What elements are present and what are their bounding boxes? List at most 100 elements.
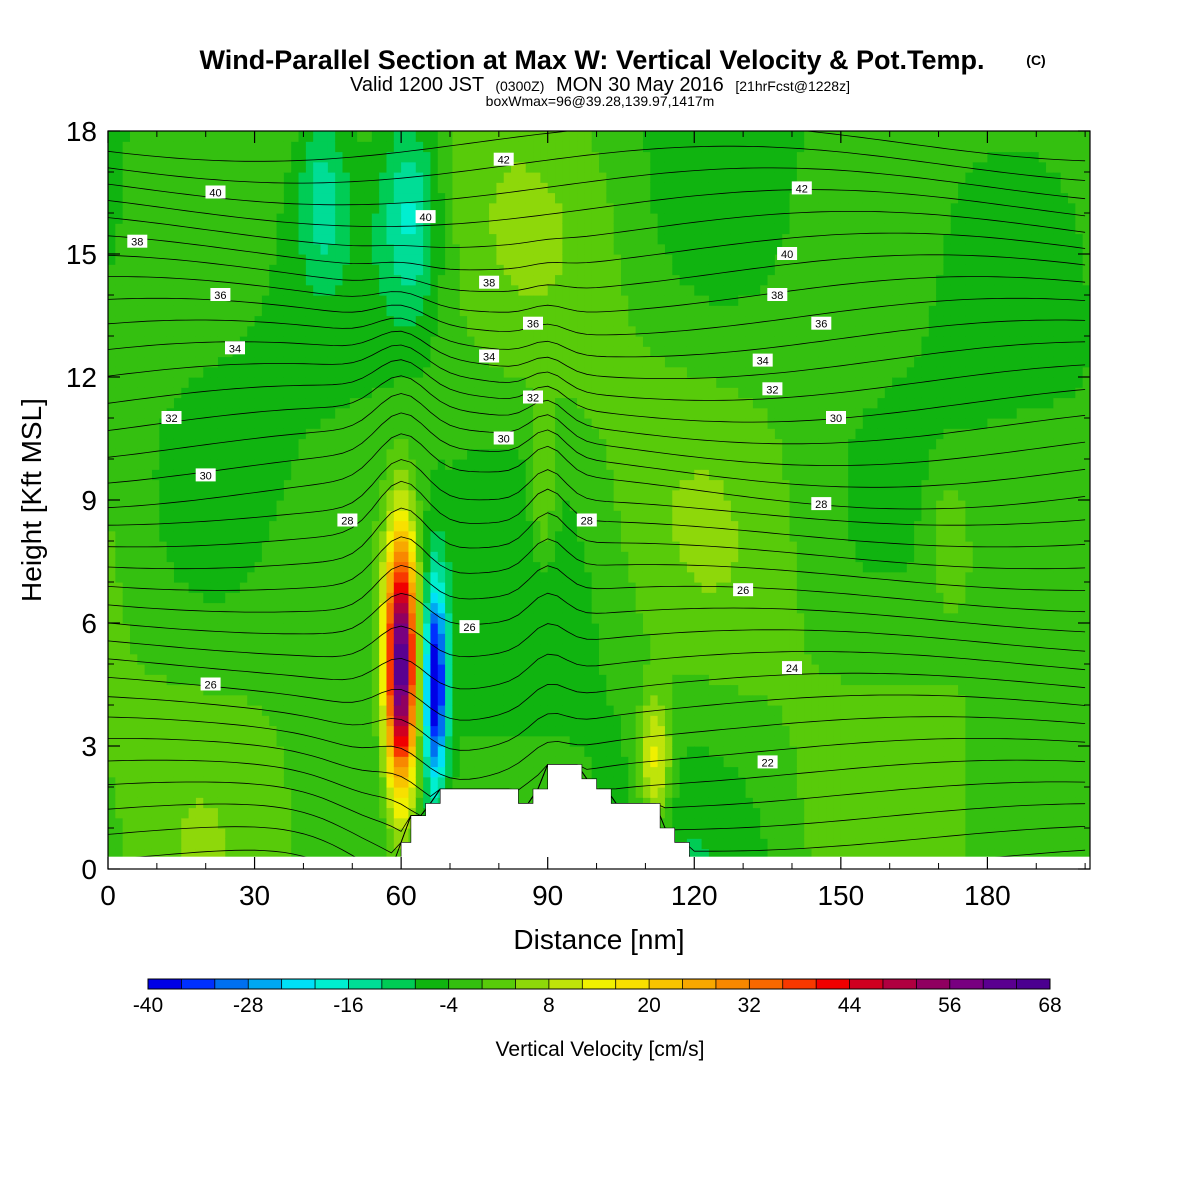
w-cell <box>562 551 571 563</box>
w-cell <box>195 602 204 614</box>
w-cell <box>276 510 285 522</box>
w-cell <box>108 161 116 173</box>
w-cell <box>357 643 366 655</box>
w-cell <box>195 213 204 224</box>
w-cell <box>342 315 351 327</box>
w-cell <box>569 469 578 481</box>
w-cell <box>203 787 212 798</box>
w-cell <box>577 305 585 317</box>
w-cell <box>386 295 395 306</box>
w-cell <box>166 725 175 737</box>
w-cell <box>225 551 234 563</box>
w-cell <box>423 233 432 245</box>
w-cell <box>276 438 285 450</box>
w-cell <box>562 223 571 235</box>
w-cell <box>562 254 571 265</box>
w-cell <box>503 192 512 204</box>
w-cell <box>540 264 549 276</box>
w-cell <box>408 141 417 153</box>
w-cell <box>239 131 248 142</box>
w-cell <box>313 633 322 645</box>
w-cell <box>503 612 512 624</box>
w-cell <box>496 623 505 634</box>
w-cell <box>459 366 468 378</box>
w-cell <box>555 274 563 286</box>
w-cell <box>415 336 424 347</box>
w-cell <box>591 325 600 337</box>
w-cell <box>320 438 329 450</box>
w-cell <box>401 264 410 276</box>
w-cell <box>379 305 388 317</box>
w-cell <box>327 561 336 573</box>
w-cell <box>173 274 182 286</box>
w-cell <box>364 705 373 716</box>
w-cell <box>159 500 168 511</box>
w-cell <box>393 643 402 655</box>
w-cell <box>137 295 146 306</box>
w-cell <box>342 807 351 819</box>
w-cell <box>305 807 314 819</box>
w-cell <box>335 346 344 358</box>
w-cell <box>232 377 241 388</box>
w-cell <box>584 407 593 419</box>
w-cell <box>247 664 256 675</box>
w-cell <box>188 479 197 491</box>
w-cell <box>144 254 153 265</box>
w-cell <box>115 479 124 491</box>
w-cell <box>159 828 168 839</box>
w-cell <box>371 459 380 470</box>
w-cell <box>467 387 476 399</box>
w-cell <box>151 746 160 757</box>
w-cell <box>452 213 461 224</box>
w-cell <box>239 223 248 235</box>
w-cell <box>496 397 505 409</box>
w-cell <box>108 366 116 378</box>
w-cell <box>584 705 593 716</box>
w-cell <box>159 438 168 450</box>
w-cell <box>232 571 241 583</box>
w-cell <box>489 469 497 481</box>
w-cell <box>342 602 351 614</box>
w-cell <box>467 284 476 296</box>
w-cell <box>364 602 373 614</box>
w-cell <box>481 325 490 337</box>
w-cell <box>540 653 549 665</box>
w-cell <box>555 479 563 491</box>
w-cell <box>144 428 153 440</box>
w-cell <box>555 305 563 317</box>
w-cell <box>481 694 490 706</box>
w-cell <box>503 746 512 757</box>
w-cell <box>371 582 380 593</box>
w-cell <box>305 387 314 399</box>
w-cell <box>533 418 541 429</box>
w-cell <box>276 213 285 224</box>
w-cell <box>452 223 461 235</box>
w-cell <box>342 582 351 593</box>
valid-date: MON 30 May 2016 <box>556 74 724 96</box>
w-cell <box>437 725 446 737</box>
w-cell <box>481 254 490 265</box>
w-cell <box>181 746 190 757</box>
w-cell <box>525 438 534 450</box>
w-cell <box>166 356 175 368</box>
w-cell <box>496 131 505 142</box>
w-cell <box>122 182 131 194</box>
w-cell <box>584 202 593 214</box>
w-cell <box>415 438 424 450</box>
w-cell <box>349 541 358 552</box>
w-cell <box>247 131 256 142</box>
w-cell <box>195 428 204 440</box>
w-cell <box>159 223 168 235</box>
w-cell <box>511 735 519 747</box>
w-cell <box>364 756 373 768</box>
w-cell <box>115 664 124 675</box>
w-cell <box>437 274 446 286</box>
w-cell <box>159 233 168 245</box>
w-cell <box>364 510 373 522</box>
w-cell <box>291 643 300 655</box>
w-cell <box>291 233 300 245</box>
w-cell <box>261 735 270 747</box>
w-cell <box>313 530 322 542</box>
w-cell <box>357 694 366 706</box>
w-cell <box>269 571 278 583</box>
